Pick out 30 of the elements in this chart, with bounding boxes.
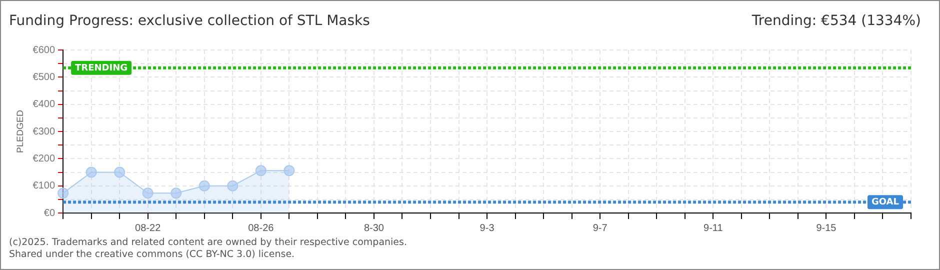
y-tick-label: €600 (32, 44, 56, 56)
point (198, 180, 210, 192)
point (255, 165, 266, 176)
y-tick-label: €500 (32, 72, 56, 83)
y-axis-title: PLEDGED (14, 109, 25, 154)
ref-line-label: TRENDING (75, 63, 128, 74)
x-tick-label: 9-7 (592, 222, 608, 234)
y-tick-label: €0 (44, 208, 56, 219)
x-tick-label: 8-30 (364, 222, 384, 234)
x-tick-label: 9-3 (480, 222, 495, 234)
y-tick-label: €100 (32, 180, 56, 192)
x-tick-label: 9-15 (816, 222, 837, 234)
x-tick-label: 08-22 (135, 222, 162, 234)
x-tick-label: 08-26 (248, 222, 274, 234)
y-tick-label: €200 (32, 153, 56, 164)
point (86, 166, 97, 178)
point (114, 166, 126, 178)
text: Shared under the creative commons (CC BY-NC 3.0) license. (9, 249, 296, 261)
text: (c)2025. Trademarks and related content are owned by their respective companies. (9, 237, 407, 249)
y-tick-label: €400 (32, 99, 56, 110)
chart-title: Funding Progress: exclusive collection of STL Masks (9, 13, 370, 29)
point (170, 188, 182, 199)
ref-line-label: GOAL (872, 197, 900, 208)
point (58, 188, 69, 199)
x-tick-label: 9-11 (704, 222, 724, 234)
point (142, 188, 154, 199)
point (284, 165, 295, 176)
point (227, 180, 238, 192)
chart-subtitle: Trending: €534 (1334%) (752, 13, 921, 29)
y-tick-label: €300 (32, 126, 56, 138)
